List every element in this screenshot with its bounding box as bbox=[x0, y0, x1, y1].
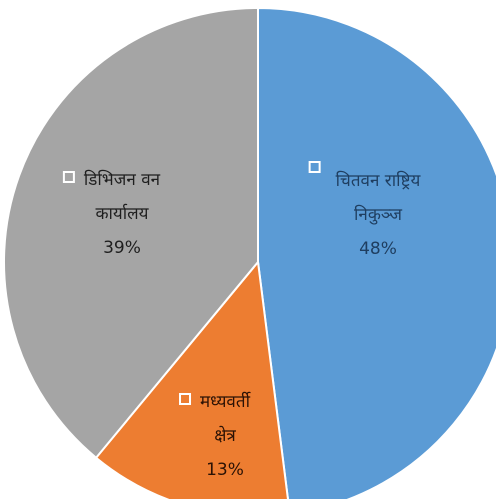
legend-key-icon-1 bbox=[179, 393, 192, 405]
data-label-value-1: 13% bbox=[206, 460, 244, 480]
pie-slices bbox=[3, 6, 496, 499]
data-label-name-1: मध्यवर्ती bbox=[200, 391, 252, 412]
data-label-name-1: क्षेत्र bbox=[214, 425, 236, 446]
data-label-0: चितवन राष्ट्रिय निकुञ्ज 48% bbox=[308, 161, 422, 259]
pie-slice-2 bbox=[3, 6, 259, 460]
pie-data-labels: चितवन राष्ट्रिय निकुञ्ज 48% मध्यवर्ती क्षेत्… bbox=[62, 161, 422, 480]
legend-key-icon-2 bbox=[62, 171, 75, 183]
data-label-1: मध्यवर्ती क्षेत्र 13% bbox=[179, 391, 252, 480]
pie-slice-0 bbox=[257, 6, 496, 499]
data-label-value-2: 39% bbox=[103, 238, 141, 258]
pie-slice-1 bbox=[94, 259, 289, 499]
legend-key-icon-0 bbox=[308, 161, 321, 173]
data-label-name-2: डिभिजन वन bbox=[84, 169, 161, 190]
data-label-value-0: 48% bbox=[359, 239, 397, 259]
data-label-name-0: चितवन राष्ट्रिय bbox=[336, 170, 422, 191]
data-label-name-0: निकुञ्ज bbox=[354, 204, 402, 225]
data-label-2: डिभिजन वन कार्यालय 39% bbox=[62, 169, 161, 258]
data-label-name-2: कार्यालय bbox=[95, 203, 149, 224]
